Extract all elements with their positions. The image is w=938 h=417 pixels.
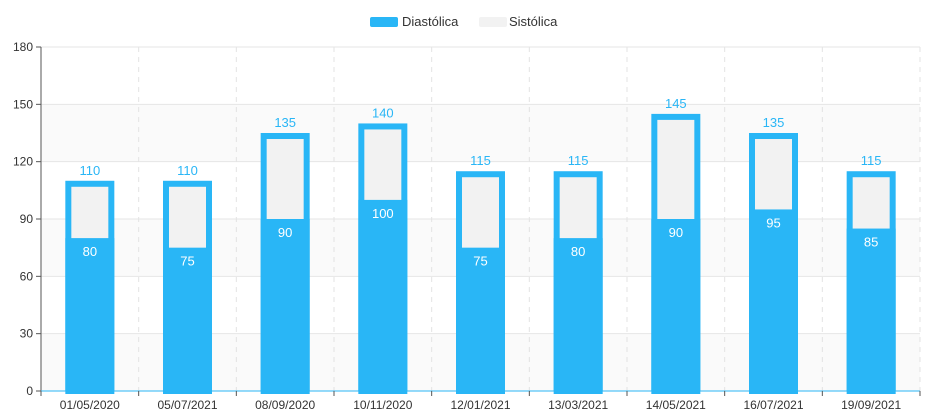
data-label-sistolica: 140 — [372, 105, 394, 120]
x-tick-label: 14/05/2021 — [646, 398, 706, 412]
x-tick-label: 08/09/2020 — [255, 398, 315, 412]
y-tick-label: 150 — [13, 97, 33, 111]
bar-diastolica[interactable] — [163, 247, 212, 391]
data-label-sistolica: 135 — [274, 115, 296, 130]
x-tick-label: 12/01/2021 — [450, 398, 510, 412]
y-tick-label: 180 — [13, 40, 33, 54]
data-label-diastolica: 85 — [864, 235, 878, 250]
data-label-sistolica: 110 — [177, 163, 198, 178]
legend-sistolica-label[interactable]: Sistólica — [509, 14, 558, 29]
y-tick-label: 90 — [20, 212, 34, 226]
data-label-sistolica: 115 — [861, 153, 882, 168]
data-label-diastolica: 75 — [180, 254, 194, 269]
bar-diastolica[interactable] — [65, 238, 115, 391]
data-label-sistolica: 110 — [79, 163, 100, 178]
x-tick-label: 10/11/2020 — [353, 398, 412, 412]
grid-band — [41, 47, 920, 105]
y-tick-label: 60 — [20, 269, 34, 283]
bar-diastolica[interactable] — [749, 209, 798, 391]
data-label-diastolica: 75 — [473, 254, 487, 269]
x-tick-label: 13/03/2021 — [548, 398, 608, 412]
bar-diastolica[interactable] — [260, 219, 310, 391]
data-label-diastolica: 80 — [571, 244, 585, 259]
y-tick-label: 120 — [13, 155, 33, 169]
data-label-diastolica: 80 — [83, 244, 97, 259]
data-label-sistolica: 145 — [665, 96, 687, 111]
x-tick-label: 19/09/2021 — [841, 398, 901, 412]
x-tick-label: 05/07/2021 — [157, 398, 217, 412]
data-label-sistolica: 135 — [763, 115, 785, 130]
legend-diastolica-swatch[interactable] — [370, 17, 398, 27]
legend-diastolica-label[interactable]: Diastólica — [402, 14, 459, 29]
bar-diastolica[interactable] — [651, 219, 701, 391]
bar-diastolica[interactable] — [456, 247, 505, 391]
data-label-sistolica: 115 — [568, 153, 589, 168]
x-tick-label: 01/05/2020 — [60, 398, 120, 412]
bar-diastolica[interactable] — [358, 199, 408, 391]
x-tick-label: 16/07/2021 — [743, 398, 803, 412]
data-label-diastolica: 90 — [278, 225, 292, 240]
y-tick-label: 30 — [20, 327, 34, 341]
data-label-diastolica: 95 — [766, 215, 780, 230]
bar-diastolica[interactable] — [846, 228, 896, 391]
bar-diastolica[interactable] — [553, 238, 603, 391]
y-tick-label: 0 — [26, 384, 33, 398]
legend-sistolica-swatch[interactable] — [479, 17, 507, 27]
data-label-sistolica: 115 — [470, 153, 491, 168]
data-label-diastolica: 90 — [669, 225, 683, 240]
data-label-diastolica: 100 — [372, 206, 394, 221]
